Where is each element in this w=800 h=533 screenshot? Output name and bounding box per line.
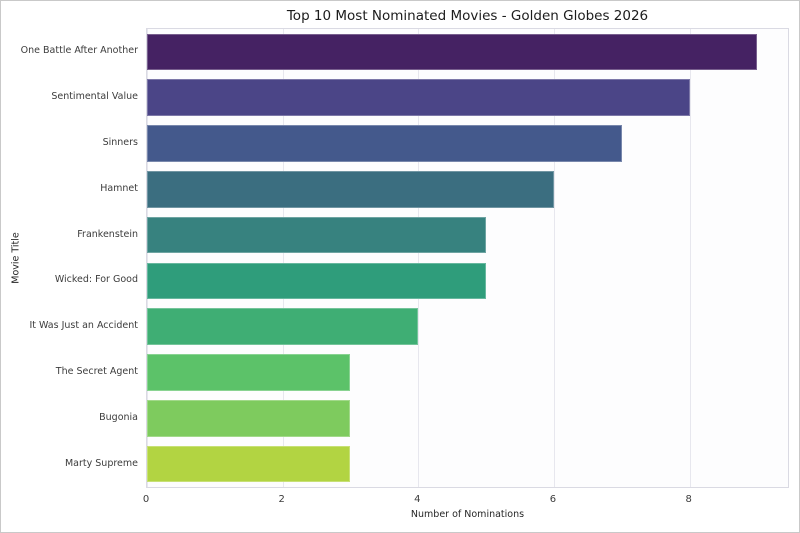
bar — [147, 170, 554, 208]
x-tick-label: 8 — [685, 494, 692, 505]
x-tick-label: 4 — [414, 494, 421, 505]
y-tick-label: Sinners — [102, 136, 138, 148]
y-tick-label: Bugonia — [99, 411, 138, 423]
bar — [147, 125, 622, 162]
x-tick-label: 6 — [549, 494, 557, 505]
y-tick-label: Marty Supreme — [64, 457, 138, 469]
y-tick-label: It Was Just an Accident — [29, 320, 138, 332]
y-tick-label: One Battle After Another — [20, 45, 138, 57]
y-tick-labels: One Battle After Another Sentimental Valu… — [1, 28, 138, 488]
x-axis-label: Number of Nominations — [410, 509, 525, 520]
x-tick-label: 0 — [142, 494, 150, 505]
gridline — [553, 29, 555, 487]
chart-title: Top 10 Most Nominated Movies - Golden Gl… — [286, 8, 649, 24]
gridline — [282, 29, 284, 487]
y-tick-label: Frankenstein — [77, 228, 138, 240]
bar — [147, 33, 758, 71]
bar — [147, 79, 690, 117]
x-tick-label: 2 — [278, 494, 285, 505]
plot-area — [146, 28, 789, 488]
gridline — [689, 29, 691, 487]
bar — [147, 354, 351, 391]
y-tick-label: The Secret Agent — [55, 365, 138, 377]
gridline — [418, 29, 420, 487]
y-tick-label: Wicked: For Good — [54, 274, 138, 286]
gridline — [147, 29, 148, 487]
y-tick-label: Sentimental Value — [51, 91, 138, 103]
x-tick-labels: 0 2 4 6 8 — [142, 488, 789, 505]
bar — [147, 445, 351, 483]
y-tick-label: Hamnet — [100, 182, 138, 194]
bar — [147, 308, 419, 346]
bar — [147, 216, 487, 254]
bar — [147, 262, 487, 300]
bar — [147, 399, 351, 437]
